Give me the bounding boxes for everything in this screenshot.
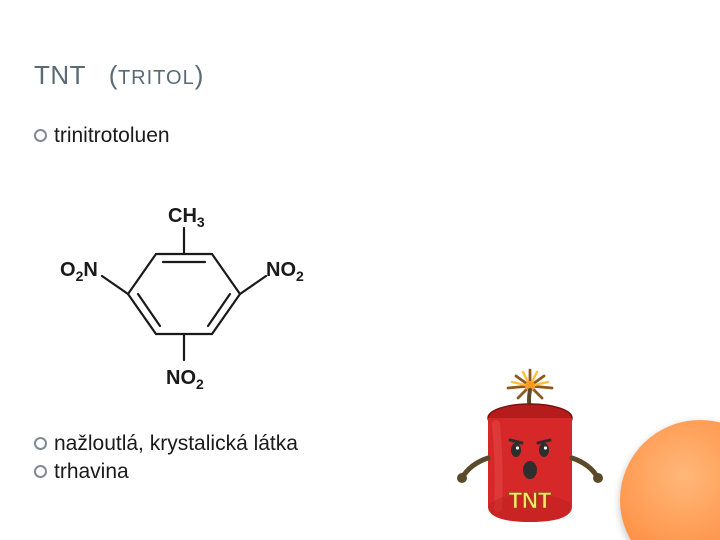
chemical-structure: CH3 O2N NO2 NO2 [60, 176, 320, 406]
page-title: TNT (TRITOL) [34, 60, 204, 91]
svg-text:NO2: NO2 [166, 367, 204, 392]
title-paren-open: ( [109, 60, 118, 90]
corner-accent-circle [620, 420, 720, 540]
tnt-cartoon-icon: TNT [440, 368, 620, 538]
chem-no2-right-sub: 2 [296, 268, 304, 284]
bullet-ring-icon [34, 129, 47, 142]
bullet-ring-icon [34, 465, 47, 478]
title-main: TNT [34, 60, 86, 90]
bullet-3-text: trhavina [54, 460, 129, 483]
svg-text:CH3: CH3 [168, 205, 205, 230]
bullet-1: trinitrotoluen [34, 124, 170, 148]
chem-ch3-sub: 3 [197, 214, 205, 230]
tnt-cartoon-label: TNT [509, 488, 552, 513]
chem-o2n-o: O [60, 259, 76, 281]
bullet-2: nažloutlá, krystalická látka [34, 432, 298, 456]
chem-no2-right: NO [266, 259, 296, 281]
svg-text:NO2: NO2 [266, 259, 304, 284]
bullet-1-text: trinitrotoluen [54, 124, 170, 147]
chem-o2n-n: N [83, 259, 97, 281]
title-paren-content: TRITOL [118, 67, 195, 89]
title-paren-close: ) [195, 60, 204, 90]
chem-ch3: CH [168, 205, 197, 227]
bullet-3: trhavina [34, 460, 129, 484]
chem-no2-bottom-sub: 2 [196, 376, 204, 392]
bullet-ring-icon [34, 437, 47, 450]
svg-text:O2N: O2N [60, 259, 98, 284]
chem-no2-bottom: NO [166, 367, 196, 389]
bullet-2-text: nažloutlá, krystalická látka [54, 432, 298, 455]
chem-o2n-sub: 2 [76, 268, 84, 284]
slide: TNT (TRITOL) trinitrotoluen [0, 0, 720, 540]
